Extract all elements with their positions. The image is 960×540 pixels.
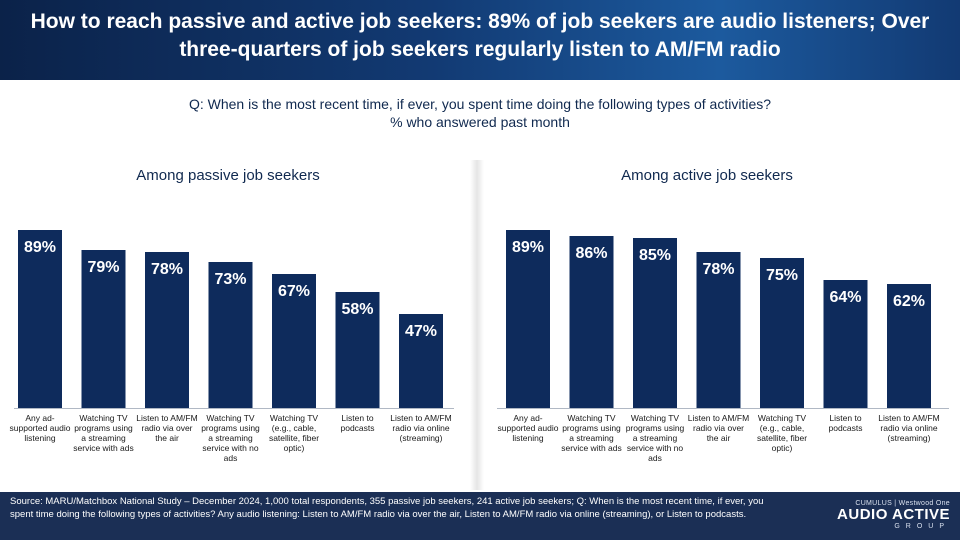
panel-divider (470, 160, 484, 490)
active-category-label-5: Watching TV (e.g., cable, satellite, fib… (756, 413, 808, 453)
passive-value-label-7: 47% (405, 323, 437, 340)
passive-category-label-6: Listen to podcasts (340, 413, 375, 433)
logo-group-text: GROUP (894, 523, 950, 530)
question-text: Q: When is the most recent time, if ever… (188, 96, 772, 112)
passive-category-label-3: Listen to AM/FM radio via over the air (136, 413, 198, 443)
passive-bar-4 (208, 262, 253, 408)
active-category-label-6: Listen to podcasts (828, 413, 863, 433)
passive-bar-7 (399, 314, 443, 408)
passive-chart-baseline (14, 408, 454, 409)
passive-bar-5 (272, 274, 316, 408)
passive-chart-title: Among passive job seekers (136, 167, 320, 184)
passive-value-label-3: 78% (151, 261, 183, 278)
active-bar-5 (760, 258, 804, 408)
active-value-label-3: 85% (639, 247, 671, 264)
active-category-label-7: Listen to AM/FM radio via online (stream… (878, 413, 940, 443)
passive-category-label-1: Any ad-supported audio listening (9, 413, 71, 443)
page-title: How to reach passive and active job seek… (30, 10, 930, 61)
passive-category-label-2: Watching TV programs using a streaming s… (73, 413, 134, 453)
active-bar-1 (506, 230, 550, 408)
passive-category-label-5: Watching TV (e.g., cable, satellite, fib… (268, 413, 320, 453)
active-category-label-4: Listen to AM/FM radio via over the air (687, 413, 750, 443)
footer: Source: MARU/Matchbox National Study – D… (0, 492, 960, 540)
active-value-label-5: 75% (766, 267, 798, 284)
passive-value-label-1: 89% (24, 239, 56, 256)
header-banner: How to reach passive and active job seek… (0, 0, 960, 80)
active-category-label-2: Watching TV programs using a streaming s… (561, 413, 622, 453)
passive-value-label-2: 79% (87, 259, 119, 276)
passive-bar-2 (81, 250, 126, 408)
active-value-label-6: 64% (829, 289, 861, 306)
active-value-label-4: 78% (702, 261, 734, 278)
passive-category-label-4: Watching TV programs using a streaming s… (201, 413, 260, 463)
active-value-label-2: 86% (575, 245, 607, 262)
passive-bar-1 (18, 230, 62, 408)
passive-value-label-5: 67% (278, 283, 310, 300)
passive-value-label-6: 58% (341, 301, 373, 318)
active-chart-baseline (497, 408, 949, 409)
logo-wordmark: AUDIO ACTIVE (837, 506, 950, 523)
active-bar-3 (633, 238, 677, 408)
company-logo: CUMULUS | Westwood One AUDIO ACTIVE GROU… (790, 500, 950, 530)
question-subtext: % who answered past month (390, 114, 570, 130)
active-bar-7 (887, 284, 931, 408)
passive-category-label-7: Listen to AM/FM radio via online (stream… (390, 413, 452, 443)
active-category-label-3: Watching TV programs using a streaming s… (625, 413, 685, 463)
active-category-label-1: Any ad-supported audio listening (497, 413, 559, 443)
survey-question: Q: When is the most recent time, if ever… (40, 95, 920, 131)
active-chart-title: Among active job seekers (621, 167, 793, 184)
logo-partners: CUMULUS | Westwood One (855, 500, 950, 507)
passive-bar-6 (335, 292, 380, 408)
source-note: Source: MARU/Matchbox National Study – D… (10, 496, 764, 520)
active-value-label-1: 89% (512, 239, 544, 256)
active-bar-2 (569, 236, 614, 408)
passive-bar-3 (145, 252, 189, 408)
passive-value-label-4: 73% (214, 271, 246, 288)
active-value-label-7: 62% (893, 293, 925, 310)
active-bar-6 (823, 280, 868, 408)
active-bar-4 (696, 252, 741, 408)
